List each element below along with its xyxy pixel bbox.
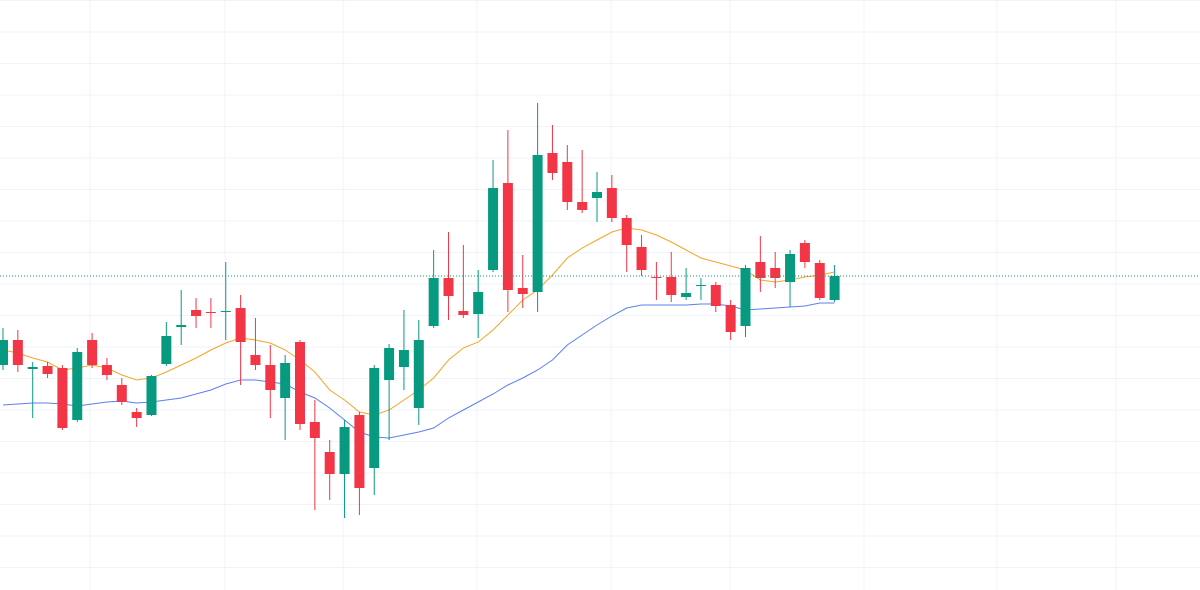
candle-body	[785, 254, 796, 282]
candle-body	[235, 308, 246, 342]
candle-body	[725, 305, 736, 332]
candle-body	[42, 366, 53, 374]
candle-body	[666, 277, 677, 295]
candle-body	[161, 336, 172, 364]
candle-body	[755, 262, 766, 278]
candle-body	[72, 352, 83, 420]
candle-body	[384, 348, 395, 380]
candle-body	[339, 427, 350, 474]
candle-body	[250, 355, 261, 365]
candle-body	[0, 340, 8, 365]
candle-body	[458, 311, 469, 315]
candle-body	[220, 311, 231, 312]
candle-body	[473, 292, 484, 314]
candle-body	[488, 188, 499, 270]
candle-body	[547, 153, 558, 173]
candle-body	[131, 412, 142, 418]
candle-body	[532, 155, 543, 292]
candle-body	[12, 340, 23, 365]
candle-body	[146, 376, 157, 415]
candle-body	[191, 310, 202, 316]
candle-body	[324, 452, 335, 474]
candle-body	[636, 247, 647, 270]
candle-body	[710, 285, 721, 306]
candle-body	[369, 368, 380, 468]
candle-body	[57, 368, 68, 428]
candle-body	[829, 276, 840, 300]
candle-body	[502, 183, 513, 290]
candle-body	[398, 350, 409, 367]
candle-body	[517, 288, 528, 294]
candle-body	[621, 218, 632, 245]
candle-body	[354, 415, 365, 488]
candle-body	[205, 312, 216, 313]
moving-average-line	[2, 302, 835, 439]
candle-body	[27, 367, 38, 369]
candle-body	[695, 285, 706, 286]
candle-body	[101, 365, 112, 375]
candle-body	[606, 188, 617, 218]
candle-body	[592, 192, 602, 198]
candle-body	[280, 363, 291, 398]
candle-body	[116, 385, 127, 402]
candle-body	[799, 243, 810, 262]
candle-body	[428, 278, 439, 326]
candle-body	[814, 263, 825, 298]
candle-body	[562, 162, 573, 202]
candle-body	[681, 293, 692, 297]
candle-body	[413, 340, 424, 408]
candle-body	[740, 268, 751, 326]
candle-body	[443, 278, 454, 296]
candle-body	[651, 277, 662, 278]
candle-body	[87, 340, 98, 365]
candle-body	[770, 268, 781, 278]
candle-body	[295, 342, 305, 424]
candle-body	[265, 365, 276, 390]
candle-body	[309, 422, 320, 438]
candle-body	[577, 202, 588, 210]
candle-body	[176, 325, 187, 327]
